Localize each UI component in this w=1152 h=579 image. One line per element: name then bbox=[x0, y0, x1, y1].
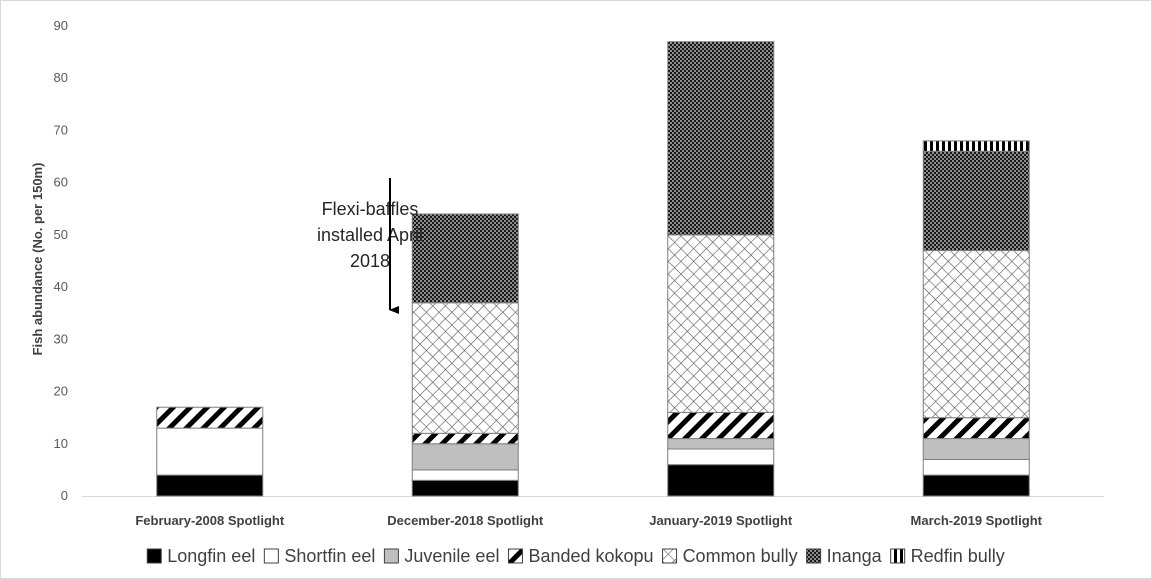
bar-segment-longfin-eel bbox=[411, 479, 519, 497]
bar-segment-common-bully bbox=[411, 302, 519, 434]
y-tick-label: 70 bbox=[54, 122, 68, 137]
x-tick-label: February-2008 Spotlight bbox=[135, 513, 284, 528]
legend-label: Inanga bbox=[827, 546, 883, 566]
legend-swatch bbox=[806, 548, 822, 564]
legend-label: Banded kokopu bbox=[528, 546, 653, 566]
bar-segment-redfin-bully bbox=[922, 140, 1030, 152]
legend-swatch bbox=[146, 548, 162, 564]
annotation-line-3: 2018 bbox=[350, 251, 390, 271]
legend-swatch bbox=[890, 548, 906, 564]
legend-label: Juvenile eel bbox=[404, 546, 499, 566]
bar-segment-banded-kokopu bbox=[411, 432, 519, 445]
legend-item-longfin-eel: Longfin eel bbox=[146, 546, 255, 566]
legend-swatch bbox=[662, 548, 678, 564]
legend-label: Shortfin eel bbox=[284, 546, 375, 566]
bar-segment-banded-kokopu bbox=[667, 411, 775, 440]
legend-swatch bbox=[263, 548, 279, 564]
annotation: Flexi-baffles installed April 2018 bbox=[317, 178, 423, 314]
legend-swatch bbox=[383, 548, 399, 564]
bar-stack-january-2019-spotlight bbox=[667, 41, 775, 497]
y-tick-label: 50 bbox=[54, 227, 68, 242]
x-tick-label: January-2019 Spotlight bbox=[649, 513, 793, 528]
legend-swatch bbox=[507, 548, 523, 564]
bar-segment-inanga bbox=[667, 41, 775, 236]
bar-segment-inanga bbox=[411, 213, 519, 304]
legend-label: Longfin eel bbox=[167, 546, 255, 566]
legend-label: Redfin bully bbox=[911, 546, 1005, 566]
y-tick-label: 10 bbox=[54, 436, 68, 451]
bar-segment-longfin-eel bbox=[156, 474, 264, 497]
bar-segment-shortfin-eel bbox=[667, 448, 775, 466]
y-tick-label: 30 bbox=[54, 331, 68, 346]
bar-segment-banded-kokopu bbox=[922, 417, 1030, 440]
bar-segment-longfin-eel bbox=[667, 464, 775, 497]
bar-segment-common-bully bbox=[922, 250, 1030, 419]
y-tick-label: 80 bbox=[54, 70, 68, 85]
y-axis-title: Fish abundance (No. per 150m) bbox=[30, 163, 45, 356]
bar-segment-juvenile-eel bbox=[922, 438, 1030, 460]
bar-stack-february-2008-spotlight bbox=[156, 406, 264, 497]
annotation-line-1: Flexi-baffles bbox=[322, 199, 419, 219]
legend-item-redfin-bully: Redfin bully bbox=[890, 546, 1005, 566]
bar-segment-banded-kokopu bbox=[156, 406, 264, 429]
legend-item-inanga: Inanga bbox=[806, 546, 883, 566]
bar-stack-march-2019-spotlight bbox=[922, 140, 1030, 497]
y-tick-label: 20 bbox=[54, 384, 68, 399]
legend: Longfin eel Shortfin eel Juvenile eel Bande… bbox=[146, 546, 1005, 566]
y-tick-label: 90 bbox=[54, 18, 68, 33]
legend-item-shortfin-eel: Shortfin eel bbox=[263, 546, 375, 566]
legend-item-banded-kokopu: Banded kokopu bbox=[507, 546, 654, 566]
annotation-line-2: installed April bbox=[317, 225, 423, 245]
x-tick-label: March-2019 Spotlight bbox=[911, 513, 1043, 528]
bar-segment-common-bully bbox=[667, 234, 775, 413]
bar-stack-december-2018-spotlight bbox=[411, 213, 519, 497]
bar-segment-longfin-eel bbox=[922, 474, 1030, 497]
legend-item-juvenile-eel: Juvenile eel bbox=[383, 546, 499, 566]
bar-segment-shortfin-eel bbox=[156, 427, 264, 476]
x-tick-label: December-2018 Spotlight bbox=[387, 513, 544, 528]
bar-segment-inanga bbox=[922, 150, 1030, 252]
y-tick-label: 0 bbox=[61, 488, 68, 503]
legend-label: Common bully bbox=[683, 546, 798, 566]
bar-segment-shortfin-eel bbox=[922, 458, 1030, 476]
legend-item-common-bully: Common bully bbox=[662, 546, 798, 566]
y-tick-label: 60 bbox=[54, 175, 68, 190]
bar-segment-shortfin-eel bbox=[411, 469, 519, 481]
y-tick-label: 40 bbox=[54, 279, 68, 294]
bar-segment-juvenile-eel bbox=[667, 438, 775, 450]
bar-segment-juvenile-eel bbox=[411, 443, 519, 471]
